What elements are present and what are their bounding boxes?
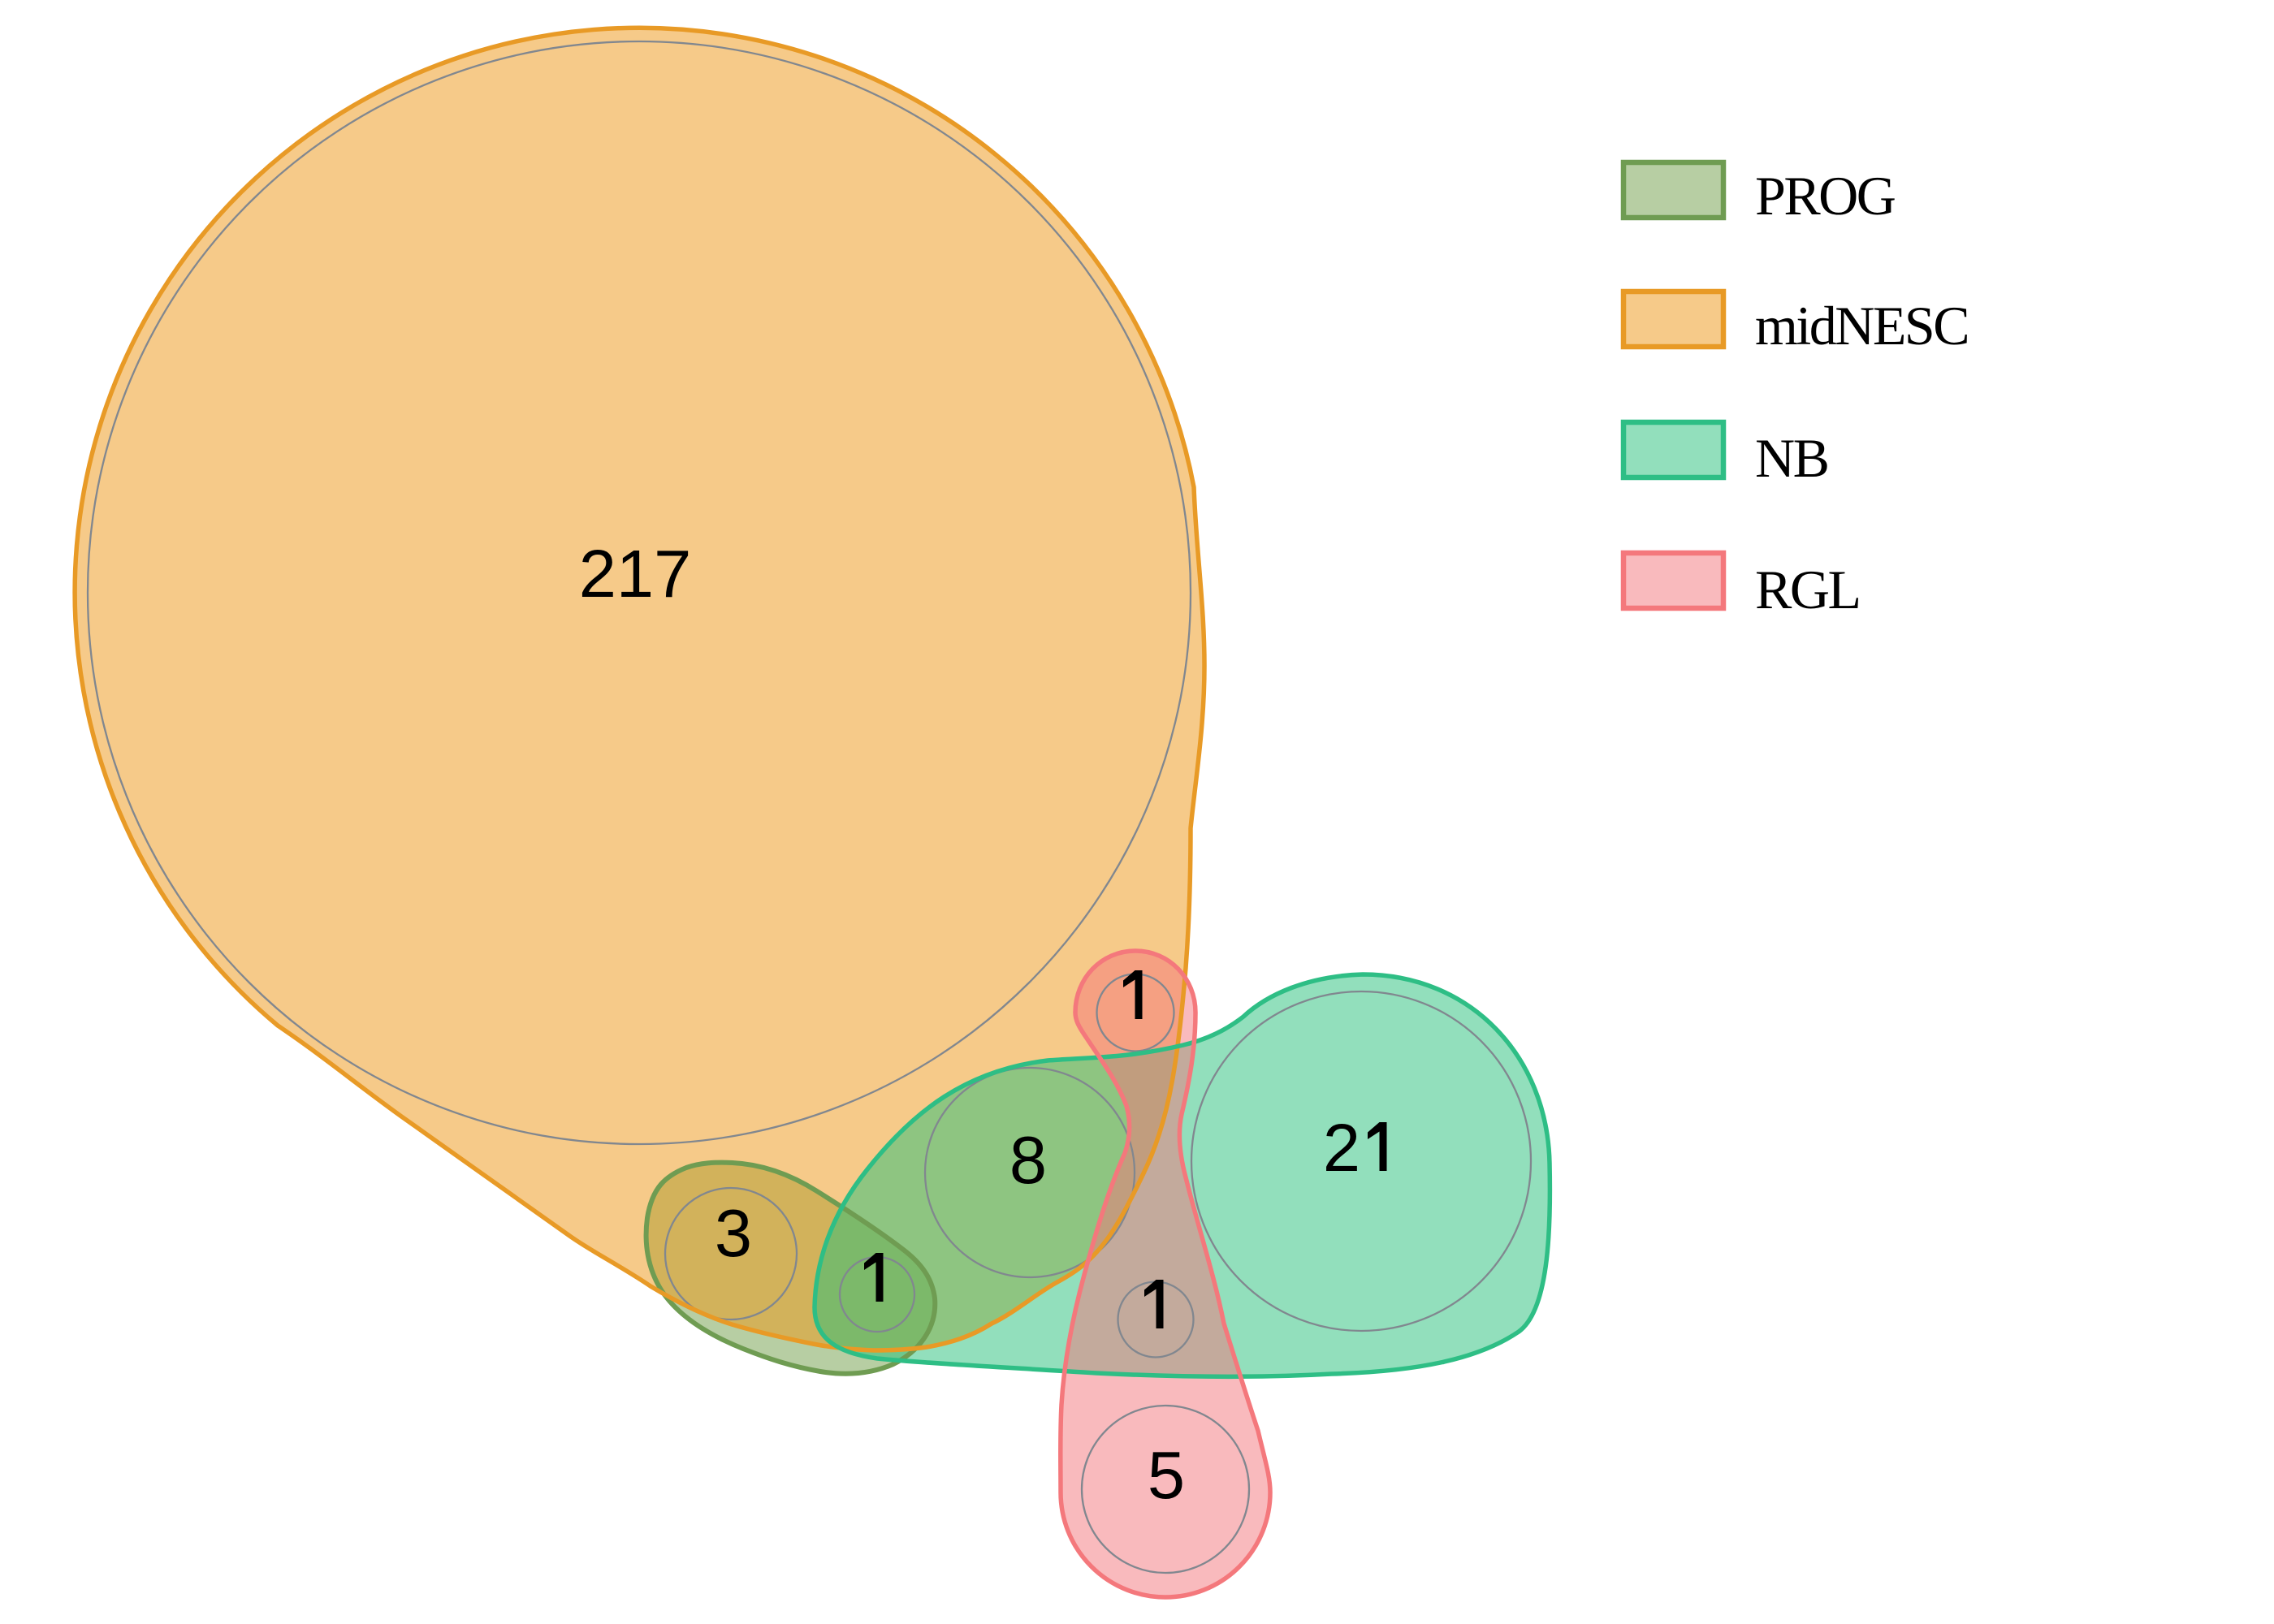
svg-text:RGL: RGL: [1755, 559, 1860, 620]
svg-text:8: 8: [1009, 1122, 1047, 1198]
svg-text:5: 5: [1148, 1437, 1185, 1513]
svg-text:PROG: PROG: [1755, 165, 1895, 227]
svg-text:NB: NB: [1755, 427, 1828, 489]
svg-text:2: 2: [1323, 1110, 1360, 1186]
svg-text:3: 3: [715, 1195, 752, 1271]
svg-text:midNESC: midNESC: [1755, 295, 1968, 356]
svg-text:217: 217: [579, 536, 691, 611]
